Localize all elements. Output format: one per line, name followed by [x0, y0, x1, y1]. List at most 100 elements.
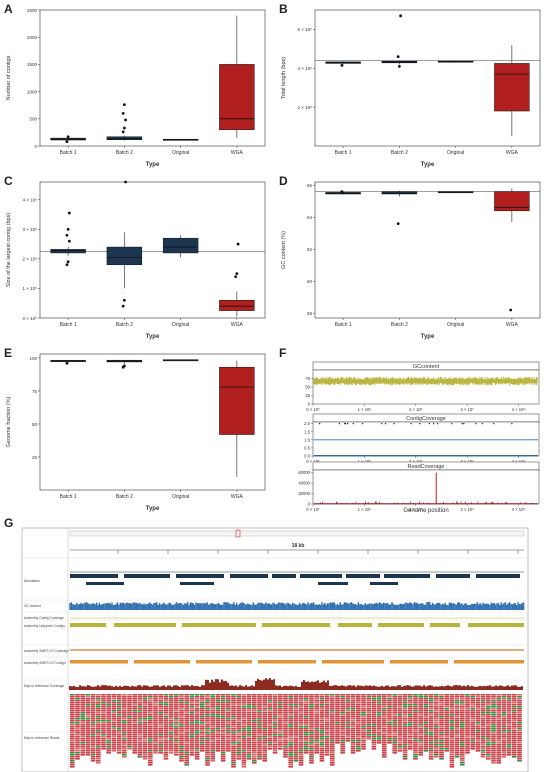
read-segment	[252, 730, 257, 732]
read-segment	[122, 734, 127, 736]
x-tick-label: WGA	[231, 322, 244, 328]
read-segment	[205, 724, 210, 726]
read-segment	[272, 702, 278, 704]
read-segment	[278, 702, 283, 704]
read-segment	[215, 726, 221, 728]
read-segment	[231, 734, 236, 736]
read-segment	[454, 724, 460, 726]
read-segment	[116, 718, 122, 720]
box-body	[106, 246, 143, 266]
read-segment	[454, 716, 460, 718]
read-segment	[413, 714, 418, 716]
read-segment	[215, 708, 221, 710]
read-segment	[179, 730, 184, 732]
read-segment	[252, 724, 257, 726]
read-segment	[350, 710, 356, 712]
read-segment	[246, 744, 252, 746]
read-segment	[512, 744, 517, 746]
read-segment	[80, 736, 85, 738]
read-segment	[116, 710, 122, 712]
read-segment	[335, 734, 340, 736]
read-segment	[319, 758, 325, 760]
read-segment	[512, 730, 517, 732]
read-segment	[392, 734, 397, 736]
read-segment	[309, 756, 314, 758]
read-segment	[330, 706, 335, 708]
read-segment	[330, 718, 335, 720]
read-segment	[278, 704, 283, 706]
read-segment	[506, 744, 512, 746]
read-segment	[158, 708, 163, 710]
read-segment	[163, 740, 169, 742]
read-segment	[418, 704, 423, 706]
read-segment	[439, 746, 444, 748]
read-segment	[293, 734, 299, 736]
read-segment	[402, 704, 408, 706]
read-segment	[283, 728, 288, 730]
read-segment	[241, 694, 247, 696]
read-segment	[350, 744, 356, 746]
read-segment	[449, 694, 455, 696]
read-segment	[413, 724, 418, 726]
read-segment	[288, 696, 293, 698]
read-segment	[96, 732, 101, 734]
read-segment	[330, 746, 335, 748]
read-segment	[210, 740, 215, 742]
read-segment	[444, 718, 449, 720]
read-segment	[506, 726, 512, 728]
read-segment	[350, 712, 356, 714]
read-segment	[278, 722, 283, 724]
read-segment	[512, 752, 517, 754]
read-segment	[330, 754, 335, 756]
read-segment	[444, 696, 449, 698]
read-segment	[439, 750, 444, 752]
box-wga	[494, 188, 530, 312]
read-segment	[205, 706, 210, 708]
read-segment	[236, 742, 241, 744]
read-segment	[335, 736, 340, 738]
read-segment	[142, 708, 148, 710]
read-segment	[460, 724, 465, 726]
read-segment	[111, 732, 117, 734]
read-segment	[236, 694, 241, 696]
read-segment	[298, 716, 304, 718]
read-segment	[356, 748, 361, 750]
read-segment	[512, 734, 517, 736]
read-segment	[231, 746, 236, 748]
read-segment	[428, 728, 434, 730]
read-segment	[205, 714, 210, 716]
read-segment	[80, 706, 85, 708]
read-segment	[413, 736, 418, 738]
read-segment	[90, 736, 96, 738]
read-segment	[153, 722, 158, 724]
read-segment	[439, 728, 444, 730]
read-segment	[70, 696, 75, 698]
read-segment	[231, 764, 236, 766]
read-segment	[319, 752, 325, 754]
read-segment	[283, 736, 288, 738]
read-segment	[470, 694, 475, 696]
read-segment	[501, 736, 507, 738]
read-segment	[168, 734, 174, 736]
read-segment	[330, 694, 335, 696]
read-segment	[501, 748, 507, 750]
read-segment	[335, 708, 340, 710]
read-segment	[153, 726, 158, 728]
read-segment	[200, 720, 205, 722]
read-segment	[465, 748, 470, 750]
read-segment	[408, 712, 413, 714]
read-segment	[293, 698, 299, 700]
read-segment	[267, 744, 273, 746]
read-segment	[288, 766, 293, 768]
read-segment	[179, 760, 184, 762]
read-segment	[70, 702, 75, 704]
read-segment	[210, 758, 215, 760]
read-segment	[158, 710, 163, 712]
read-segment	[366, 722, 371, 724]
read-segment	[168, 750, 174, 752]
read-segment	[246, 706, 252, 708]
read-segment	[101, 694, 106, 696]
read-segment	[465, 700, 470, 702]
read-segment	[179, 750, 184, 752]
